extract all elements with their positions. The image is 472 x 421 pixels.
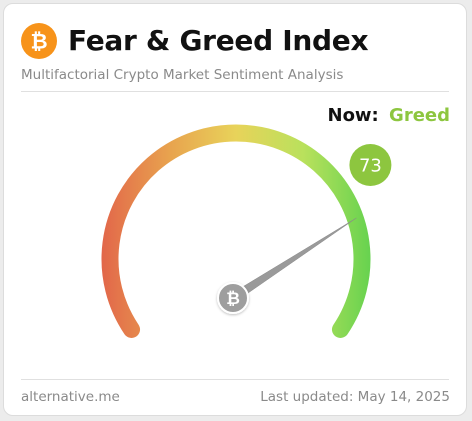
footer-divider — [21, 379, 449, 380]
fear-greed-widget: ₿ Fear & Greed Index Multifactorial Cryp… — [3, 3, 467, 416]
gauge-arc — [101, 124, 371, 338]
bitcoin-icon: ₿ — [226, 289, 240, 309]
gauge-value: 73 — [359, 156, 382, 177]
current-sentiment: Now: Greed — [328, 104, 451, 128]
bitcoin-icon: ₿ — [21, 23, 57, 59]
gauge-value-badge: 73 — [349, 144, 392, 187]
gauge-hub: ₿ — [217, 282, 249, 314]
widget-title: Fear & Greed Index — [68, 24, 369, 57]
last-updated: Last updated: May 14, 2025 — [260, 388, 450, 406]
last-updated-label: Last updated: — [260, 389, 354, 405]
sentiment-value: Greed — [389, 105, 450, 126]
widget-subtitle: Multifactorial Crypto Market Sentiment A… — [21, 67, 344, 83]
now-label: Now: — [327, 105, 379, 126]
last-updated-date: May 14, 2025 — [357, 389, 450, 405]
source-link[interactable]: alternative.me — [21, 389, 120, 405]
header-divider — [21, 91, 449, 92]
gauge-needle — [230, 217, 357, 303]
sentiment-gauge: ₿ 73 — [101, 124, 392, 338]
svg-text:₿: ₿ — [30, 30, 47, 54]
